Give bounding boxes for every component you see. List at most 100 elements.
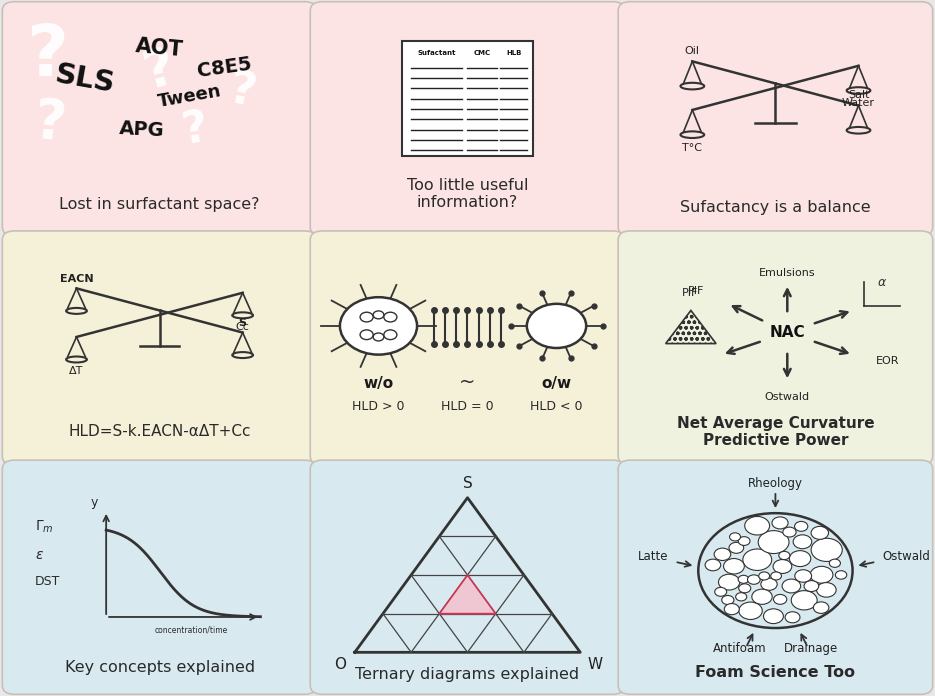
Circle shape (739, 537, 750, 546)
Text: C8E5: C8E5 (196, 55, 253, 81)
Text: y: y (91, 496, 98, 509)
Text: Drainage: Drainage (784, 642, 838, 656)
Circle shape (729, 533, 741, 541)
Text: concentration/time: concentration/time (154, 626, 227, 635)
Text: EOR: EOR (876, 356, 899, 366)
Circle shape (804, 580, 819, 592)
Text: Cc: Cc (236, 322, 250, 332)
Circle shape (739, 584, 751, 593)
Circle shape (526, 304, 586, 348)
Circle shape (811, 567, 833, 583)
Text: HLB: HLB (506, 50, 522, 56)
Text: CMC: CMC (473, 50, 491, 56)
Circle shape (744, 516, 770, 535)
Text: $\varepsilon$: $\varepsilon$ (35, 548, 44, 562)
Circle shape (793, 535, 812, 548)
Text: w/o: w/o (364, 376, 394, 390)
Text: Key concepts explained: Key concepts explained (65, 661, 254, 675)
FancyBboxPatch shape (618, 460, 933, 695)
Circle shape (773, 560, 792, 574)
Circle shape (829, 559, 841, 567)
Text: ?: ? (225, 68, 260, 117)
Text: Too little useful
information?: Too little useful information? (407, 177, 528, 210)
FancyBboxPatch shape (2, 460, 317, 695)
Circle shape (714, 548, 731, 560)
Circle shape (795, 521, 808, 531)
Circle shape (752, 590, 772, 604)
Circle shape (782, 579, 800, 593)
Text: Ostwald: Ostwald (765, 392, 810, 402)
Circle shape (340, 297, 417, 355)
Circle shape (714, 587, 726, 596)
Text: S: S (463, 476, 472, 491)
Circle shape (758, 572, 770, 580)
Text: Rheology: Rheology (748, 477, 803, 490)
Text: Oil: Oil (684, 46, 700, 56)
FancyBboxPatch shape (310, 460, 625, 695)
FancyBboxPatch shape (2, 231, 317, 465)
Circle shape (795, 570, 812, 583)
Circle shape (791, 591, 817, 610)
Text: HLD = 0: HLD = 0 (441, 400, 494, 413)
Text: ?: ? (32, 95, 68, 152)
Bar (402, 42, 533, 157)
Text: PIF: PIF (688, 285, 704, 296)
Text: Foam Science Too: Foam Science Too (696, 665, 856, 680)
Text: HLD=S-k.EACN-αΔT+Cc: HLD=S-k.EACN-αΔT+Cc (68, 425, 251, 439)
Circle shape (789, 551, 811, 567)
Circle shape (785, 612, 800, 623)
Text: EACN: EACN (60, 274, 94, 283)
Circle shape (747, 575, 760, 584)
Circle shape (773, 594, 786, 604)
Text: Ostwald: Ostwald (883, 550, 930, 562)
Text: SLS: SLS (53, 60, 118, 98)
Circle shape (758, 530, 789, 553)
Circle shape (813, 602, 828, 613)
Circle shape (764, 609, 784, 624)
Text: APG: APG (119, 119, 165, 141)
Circle shape (705, 559, 721, 571)
Text: HLD > 0: HLD > 0 (352, 400, 405, 413)
Text: Net Average Curvature
Predictive Power: Net Average Curvature Predictive Power (677, 416, 874, 448)
Text: Emulsions: Emulsions (759, 268, 815, 278)
Text: HLD < 0: HLD < 0 (530, 400, 583, 413)
Text: Ternary diagrams explained: Ternary diagrams explained (355, 667, 580, 682)
Polygon shape (439, 575, 496, 614)
Circle shape (812, 538, 842, 562)
Text: ?: ? (26, 22, 68, 91)
Text: Lost in surfactant space?: Lost in surfactant space? (59, 198, 260, 212)
Text: Antifoam: Antifoam (713, 642, 767, 656)
FancyBboxPatch shape (310, 1, 625, 236)
Text: $\alpha$: $\alpha$ (877, 276, 887, 289)
Circle shape (736, 593, 747, 601)
Text: Sufactant: Sufactant (417, 50, 455, 56)
Text: o/w: o/w (541, 376, 571, 390)
Text: Water: Water (842, 98, 875, 109)
Circle shape (761, 578, 777, 590)
Text: ?: ? (179, 106, 211, 153)
Text: S: S (238, 317, 247, 328)
Circle shape (811, 526, 828, 539)
FancyBboxPatch shape (618, 231, 933, 465)
Circle shape (724, 558, 744, 574)
Text: Tween: Tween (156, 82, 223, 111)
Circle shape (783, 527, 796, 537)
Text: ?: ? (138, 41, 181, 100)
Text: PIF: PIF (682, 287, 698, 298)
Circle shape (742, 549, 771, 571)
Circle shape (816, 583, 836, 597)
Circle shape (729, 542, 743, 553)
Circle shape (718, 574, 740, 590)
Circle shape (835, 571, 847, 579)
Text: AOT: AOT (135, 36, 184, 60)
Circle shape (770, 572, 782, 580)
FancyBboxPatch shape (2, 1, 317, 236)
Circle shape (779, 551, 790, 560)
Circle shape (738, 576, 749, 583)
Text: ~: ~ (459, 373, 476, 392)
Circle shape (725, 603, 740, 615)
FancyBboxPatch shape (310, 231, 625, 465)
Circle shape (722, 596, 734, 605)
Text: Salt: Salt (848, 90, 870, 100)
Text: W: W (587, 657, 603, 672)
